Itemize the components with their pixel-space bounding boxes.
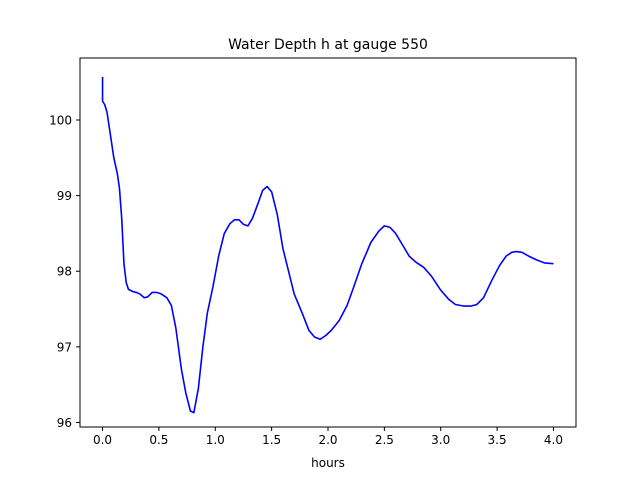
y-tick-label: 100: [49, 114, 72, 128]
x-tick-label: 2.0: [318, 433, 337, 447]
x-axis: 0.0 0.5 1.0 1.5 2.0 2.5 3.0 3.5 4.0: [93, 427, 563, 447]
y-tick-label: 98: [57, 265, 72, 279]
x-tick-label: 3.0: [431, 433, 450, 447]
x-tick-label: 0.5: [149, 433, 168, 447]
series-layer: [101, 76, 554, 414]
x-axis-label: hours: [311, 456, 345, 470]
y-tick-label: 97: [57, 340, 72, 354]
x-tick-label: 1.0: [206, 433, 225, 447]
y-tick-label: 99: [57, 189, 72, 203]
x-tick-label: 4.0: [544, 433, 563, 447]
x-tick-label: 2.5: [375, 433, 394, 447]
y-axis: 96 97 98 99 100: [49, 114, 80, 430]
series-line: [101, 76, 554, 414]
x-tick-label: 0.0: [93, 433, 112, 447]
chart-title: Water Depth h at gauge 550: [228, 37, 428, 53]
x-tick-label: 3.5: [488, 433, 507, 447]
x-tick-label: 1.5: [262, 433, 281, 447]
y-tick-label: 96: [57, 416, 72, 430]
